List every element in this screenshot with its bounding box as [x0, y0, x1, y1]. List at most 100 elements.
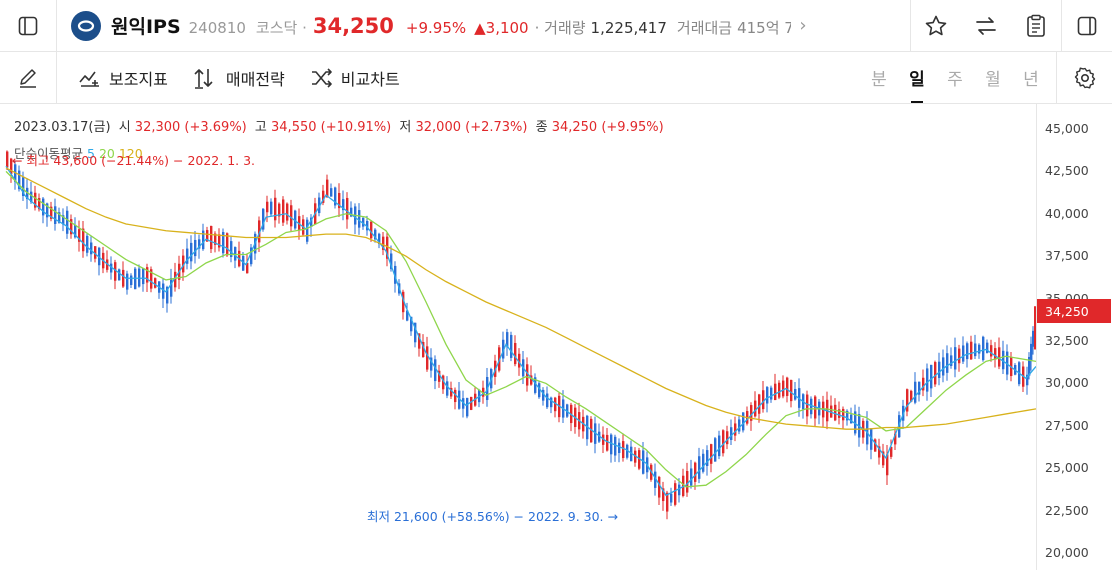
candle-body — [358, 210, 361, 228]
candle-body — [670, 493, 673, 503]
candle-body — [310, 217, 313, 227]
candle-body — [966, 343, 969, 360]
candle-body — [678, 484, 681, 496]
volume-label: · 거래량 — [534, 19, 586, 37]
chart-toolbar: 보조지표 매매전략 비교차트 분 일 주 월 년 — [0, 51, 1112, 104]
open-value: 32,300 (+3.69%) — [134, 120, 247, 135]
candle-body — [702, 453, 705, 472]
tab-week[interactable]: 주 — [947, 70, 963, 90]
candle-body — [874, 439, 877, 452]
candle-body — [878, 446, 881, 458]
candle-body — [18, 170, 21, 190]
swap-button[interactable] — [961, 0, 1011, 52]
candle-body — [706, 450, 709, 467]
candle-body — [1028, 356, 1031, 376]
candle-body — [62, 215, 65, 225]
close-value: 34,250 (+9.95%) — [551, 120, 664, 135]
candle-body — [830, 405, 833, 418]
candle-body — [438, 370, 441, 382]
candle-body — [146, 267, 149, 283]
ticker-info: 원익IPS 240810 코스닥 · 34,250 +9.95% ▲3,100 … — [111, 12, 791, 39]
candle-body — [246, 262, 249, 274]
candle-body — [410, 316, 413, 332]
candle-body — [958, 348, 961, 364]
candle-body — [762, 390, 765, 410]
candle-body — [914, 381, 917, 403]
candle-body — [978, 344, 981, 354]
ma-line-5 — [5, 165, 1036, 497]
candle-body — [962, 345, 965, 362]
y-tick-label: 27,500 — [1045, 417, 1089, 433]
draw-button[interactable] — [0, 52, 56, 104]
candle-body — [810, 398, 813, 415]
shuffle-icon — [311, 67, 332, 88]
candle-body — [970, 341, 973, 360]
candle-body — [58, 212, 61, 223]
tab-day[interactable]: 일 — [898, 65, 936, 103]
candle-body — [266, 201, 269, 213]
chevron-right-icon[interactable]: › — [799, 15, 807, 36]
candle-body — [122, 269, 125, 287]
candle-body — [190, 242, 193, 262]
indicators-button[interactable]: 보조지표 — [79, 66, 168, 90]
top-bar: 원익IPS 240810 코스닥 · 34,250 +9.95% ▲3,100 … — [0, 0, 1112, 52]
candle-body — [294, 210, 297, 229]
chart-plot[interactable] — [0, 104, 1036, 570]
candle-body — [698, 456, 701, 479]
candle-body — [430, 357, 433, 371]
current-price-marker: 34,250 — [1037, 299, 1111, 324]
candle-body — [674, 483, 677, 505]
candle-body — [46, 203, 49, 218]
candle-body — [26, 187, 29, 200]
candle-body — [510, 334, 513, 358]
candle-body — [778, 382, 781, 398]
pencil-icon — [20, 68, 36, 88]
candle-body — [974, 343, 977, 357]
y-tick-label: 20,000 — [1045, 545, 1089, 561]
candle-body — [394, 265, 397, 284]
candle-body — [750, 405, 753, 421]
info-date: 2023.03.17(금) — [14, 120, 111, 135]
panel-toggle-button[interactable] — [1062, 0, 1112, 52]
compare-button[interactable]: 비교차트 — [311, 66, 400, 90]
memo-button[interactable] — [1011, 0, 1061, 52]
sidebar-toggle-button[interactable] — [0, 0, 56, 52]
price-chart[interactable]: 2023.03.17(금) 시 32,300 (+3.69%) 고 34,550… — [0, 104, 1112, 570]
tab-month[interactable]: 월 — [985, 70, 1001, 90]
low-value: 32,000 (+2.73%) — [415, 120, 528, 135]
candle-body — [82, 228, 85, 252]
settings-button[interactable] — [1056, 51, 1112, 104]
tab-minute[interactable]: 분 — [871, 70, 887, 90]
last-candle — [1034, 306, 1036, 350]
candle-body — [926, 368, 929, 392]
candle-body — [994, 348, 997, 360]
candle-body — [662, 488, 665, 502]
candle-body — [642, 450, 645, 474]
y-tick-label: 37,500 — [1045, 248, 1089, 264]
candle-body — [150, 269, 153, 289]
stock-name[interactable]: 원익IPS — [111, 16, 181, 38]
candle-body — [50, 206, 53, 219]
candle-body — [842, 408, 845, 421]
candle-body — [118, 269, 121, 281]
high-label: 고 — [254, 120, 267, 135]
candle-body — [938, 361, 941, 378]
strategy-button[interactable]: 매매전략 — [194, 66, 285, 90]
favorite-button[interactable] — [911, 0, 961, 52]
candle-body — [934, 362, 937, 385]
candle-body — [566, 404, 569, 417]
candle-body — [782, 380, 785, 397]
open-label: 시 — [118, 120, 131, 135]
candle-body — [126, 273, 129, 290]
candle-body — [658, 476, 661, 498]
candle-body — [554, 397, 557, 412]
candle-body — [182, 255, 185, 273]
candle-body — [234, 247, 237, 261]
candle-body — [538, 383, 541, 398]
trend-chart-icon — [79, 71, 99, 87]
change-percent: +9.95% — [405, 19, 467, 37]
candle-body — [230, 241, 233, 258]
candle-body — [458, 390, 461, 409]
candle-body — [506, 332, 509, 347]
tab-year[interactable]: 년 — [1023, 70, 1039, 90]
